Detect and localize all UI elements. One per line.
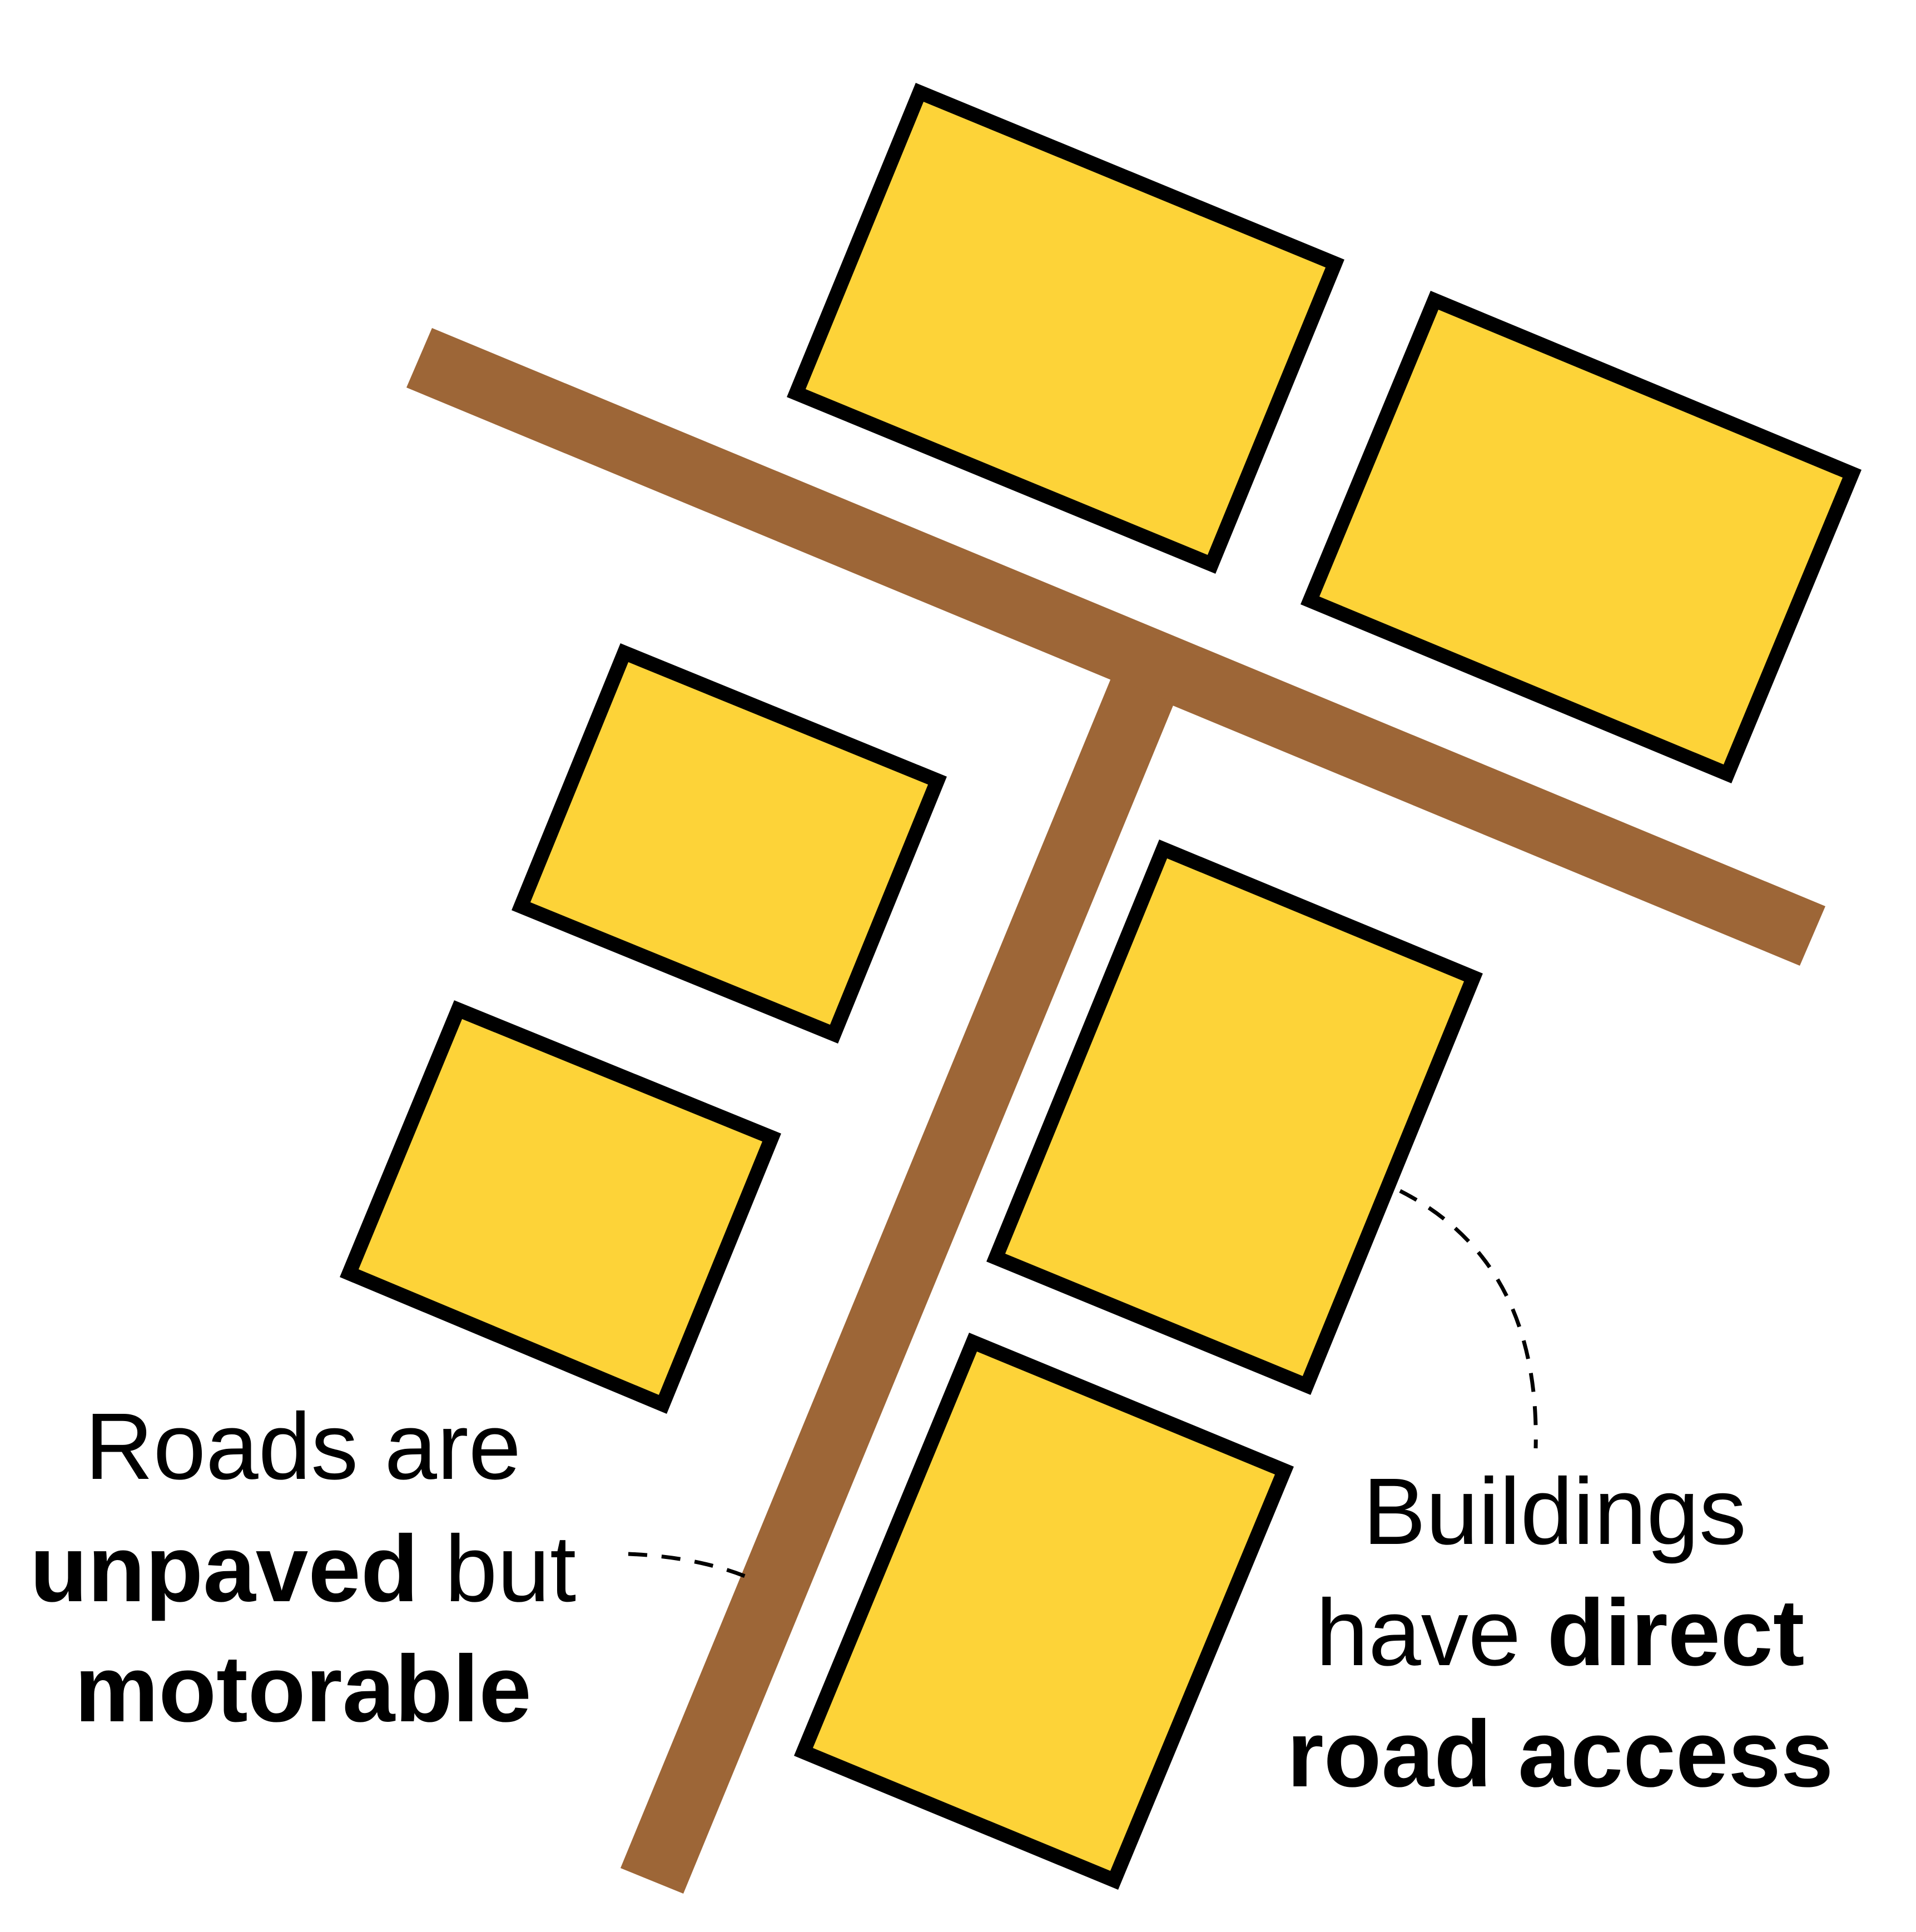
roads-annotation: Roads are unpaved but motorable	[30, 1394, 577, 1742]
leader-lines	[628, 1189, 1538, 1578]
building-mid-right	[986, 839, 1483, 1395]
roads-label-but: but	[419, 1516, 577, 1622]
buildings-leader-line	[1399, 1189, 1538, 1449]
building-mid-left-lower	[340, 1000, 781, 1414]
building-mid-left-upper	[512, 643, 947, 1044]
building-top-right	[1301, 291, 1862, 783]
building-top-center	[787, 83, 1344, 574]
road-network	[406, 328, 1825, 1894]
branch-road	[621, 677, 1174, 1894]
buildings-label-road-access: road access	[1287, 1701, 1834, 1807]
buildings	[340, 83, 1862, 1890]
building-bottom-right	[794, 1333, 1294, 1890]
main-road	[406, 328, 1825, 966]
roads-label-motorable: motorable	[75, 1636, 532, 1742]
buildings-label-line2: have direct	[1316, 1580, 1805, 1686]
roads-leader-line	[628, 1552, 746, 1578]
roads-label-line2: unpaved but	[30, 1516, 577, 1622]
buildings-label-direct: direct	[1547, 1580, 1804, 1686]
buildings-annotation: Buildings have direct road access	[1287, 1459, 1834, 1807]
buildings-label-line1: Buildings	[1363, 1459, 1746, 1565]
buildings-label-have: have	[1316, 1580, 1547, 1686]
roads-label-line3: motorable	[75, 1636, 532, 1742]
roads-label-line1: Roads are	[85, 1394, 521, 1499]
roads-label-unpaved: unpaved	[30, 1516, 419, 1622]
buildings-label-line3: road access	[1287, 1701, 1834, 1807]
